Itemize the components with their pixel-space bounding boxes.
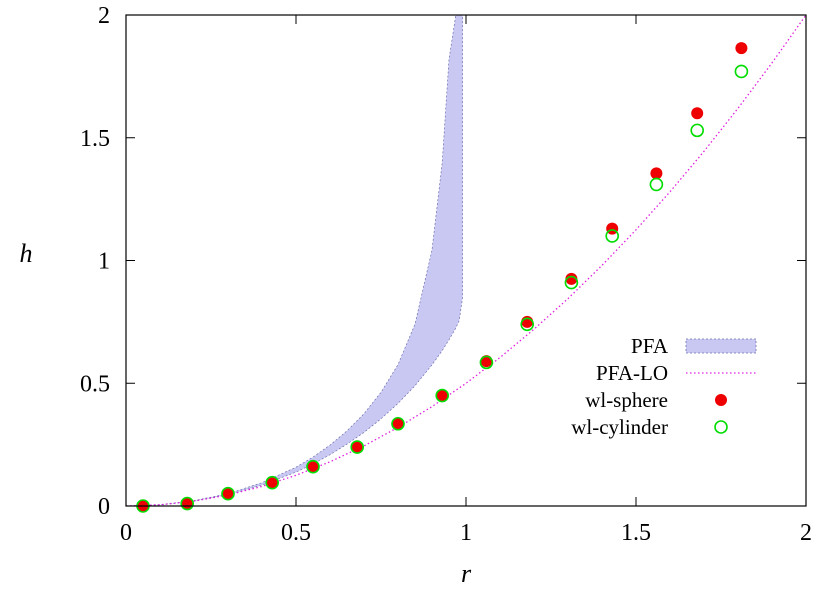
x-tick-label: 2 bbox=[800, 520, 812, 546]
legend-swatch-filled-circle bbox=[715, 394, 727, 406]
x-axis-label: r bbox=[461, 559, 472, 588]
y-tick-label: 2 bbox=[98, 3, 110, 29]
x-tick-label: 1 bbox=[460, 520, 472, 546]
y-tick-label: 1.5 bbox=[80, 126, 110, 152]
legend: PFA PFA-LO wl-sphere wl-cylinder bbox=[571, 334, 757, 439]
y-tick-label: 1 bbox=[98, 249, 110, 275]
wl-cylinder-point bbox=[435, 388, 450, 403]
wl-sphere-point bbox=[480, 355, 493, 368]
legend-label: wl-cylinder bbox=[571, 415, 668, 439]
wl-sphere-point bbox=[222, 487, 234, 500]
wl-sphere-point bbox=[266, 476, 279, 489]
y-tick-label: 0.5 bbox=[80, 371, 110, 397]
plot-area bbox=[126, 15, 806, 513]
wl-cylinder-point bbox=[221, 486, 235, 501]
wl-cylinder-point bbox=[734, 64, 749, 79]
wl-sphere-point bbox=[392, 417, 404, 430]
wl-cylinder-point bbox=[391, 416, 405, 431]
wl-sphere-point bbox=[565, 272, 578, 285]
wl-sphere-point bbox=[691, 107, 704, 120]
wl-cylinder-point bbox=[265, 475, 280, 490]
wl-cylinder-point bbox=[520, 317, 535, 332]
wl-cylinder-point bbox=[180, 496, 194, 511]
legend-swatch-open-circle bbox=[714, 420, 728, 434]
wl-cylinder-point bbox=[649, 177, 664, 192]
legend-swatch-band bbox=[685, 338, 757, 354]
x-tick-label: 0 bbox=[120, 520, 132, 546]
legend-label: PFA bbox=[631, 334, 669, 358]
wl-sphere-point bbox=[436, 389, 449, 402]
wl-sphere-point bbox=[307, 460, 319, 473]
x-tick-label: 0.5 bbox=[281, 520, 311, 546]
wl-sphere-point bbox=[650, 167, 663, 180]
y-tick-label: 0 bbox=[98, 494, 110, 520]
wl-cylinder-point bbox=[479, 355, 494, 370]
x-tick-label: 1.5 bbox=[621, 520, 651, 546]
wl-sphere-point bbox=[351, 441, 364, 454]
axis-ticks: 0 0.5 1 1.5 2 0 0.5 1 1.5 2 bbox=[80, 3, 812, 546]
wl-cylinder-point bbox=[306, 459, 320, 474]
wl-cylinder-point bbox=[564, 275, 579, 290]
wl-cylinder-point bbox=[605, 229, 620, 243]
wl-sphere-point bbox=[735, 42, 748, 55]
legend-label: PFA-LO bbox=[596, 361, 668, 385]
legend-label: wl-sphere bbox=[585, 388, 668, 412]
wl-cylinder-point bbox=[690, 123, 705, 138]
wl-cylinder-point bbox=[350, 440, 365, 454]
plot-frame bbox=[125, 14, 807, 507]
y-axis-label: h bbox=[20, 239, 33, 268]
